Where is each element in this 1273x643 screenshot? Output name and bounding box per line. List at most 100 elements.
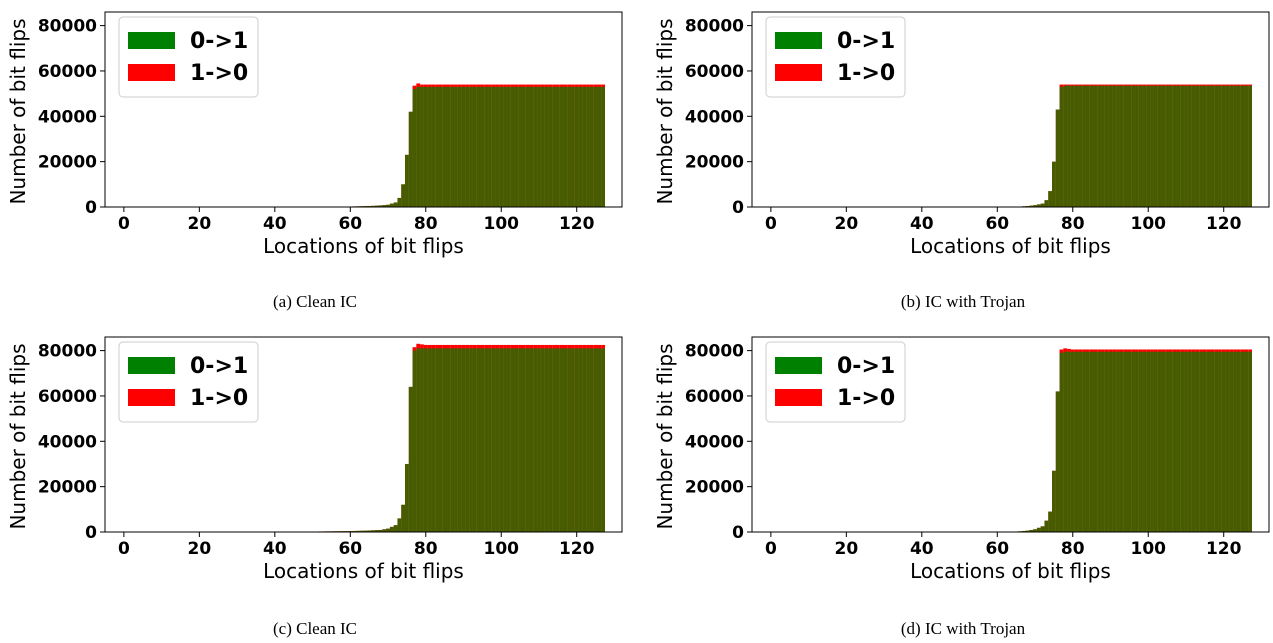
bar-0to1 <box>457 348 462 532</box>
bar-0to1 <box>1029 529 1034 532</box>
bar-0to1 <box>552 86 556 207</box>
x-tick-label: 120 <box>1206 539 1242 559</box>
bar-0to1 <box>1202 351 1207 532</box>
bar-0to1 <box>593 348 598 532</box>
y-tick-label: 20000 <box>38 478 97 498</box>
x-tick-label: 100 <box>483 214 519 234</box>
x-tick-label: 60 <box>985 214 1009 234</box>
bar-0to1 <box>510 86 515 207</box>
plot-frame <box>751 336 1270 533</box>
bar-0to1 <box>408 111 413 207</box>
bar-0to1 <box>1150 351 1154 532</box>
x-tick-label: 80 <box>414 214 438 234</box>
bar-0to1 <box>1180 351 1185 532</box>
bar-0to1 <box>582 348 587 532</box>
y-tick-label: 0 <box>732 198 744 218</box>
bar-0to1 <box>1101 351 1105 532</box>
bar-0to1 <box>1206 85 1211 207</box>
bar-0to1 <box>1131 85 1136 207</box>
bar-0to1 <box>1067 85 1071 207</box>
legend-swatch-0to1 <box>128 32 175 49</box>
bar-0to1 <box>371 530 375 532</box>
bar-0to1 <box>431 348 436 532</box>
bar-0to1 <box>1097 351 1102 532</box>
bar-0to1 <box>563 348 568 532</box>
bar-0to1 <box>1157 85 1162 207</box>
bar-0to1 <box>1172 351 1177 532</box>
y-tick-label: 20000 <box>685 153 744 173</box>
bar-0to1 <box>586 348 590 532</box>
x-axis-label: Locations of bit flips <box>263 234 464 258</box>
bar-0to1 <box>401 504 406 532</box>
bar-0to1 <box>1146 85 1151 207</box>
bar-0to1 <box>450 86 455 207</box>
bar-0to1 <box>1044 200 1049 207</box>
caption-a: (a) Clean IC <box>273 292 357 311</box>
bar-0to1 <box>586 86 590 207</box>
bar-0to1 <box>1172 85 1177 207</box>
bar-0to1 <box>1059 86 1064 207</box>
bar-0to1 <box>1248 85 1253 207</box>
bar-0to1 <box>438 348 443 532</box>
bar-0to1 <box>1218 351 1222 532</box>
bar-0to1 <box>1236 351 1241 532</box>
caption-d: (d) IC with Trojan <box>901 619 1026 638</box>
bar-0to1 <box>1184 351 1188 532</box>
y-tick-label: 0 <box>85 198 97 218</box>
bar-0to1 <box>1244 85 1249 207</box>
legend-swatch-1to0 <box>128 389 175 406</box>
bar-0to1 <box>1052 161 1056 207</box>
bar-0to1 <box>540 348 545 532</box>
bar-0to1 <box>582 86 587 207</box>
bar-0to1 <box>540 86 545 207</box>
bar-0to1 <box>1127 85 1132 207</box>
bar-0to1 <box>552 348 556 532</box>
x-tick-label: 0 <box>118 214 130 234</box>
bar-0to1 <box>1040 526 1045 532</box>
bar-0to1 <box>472 348 477 532</box>
bar-0to1 <box>480 86 485 207</box>
legend-swatch-0to1 <box>775 357 822 374</box>
y-tick-label: 40000 <box>38 432 97 452</box>
bar-0to1 <box>518 348 522 532</box>
bar-0to1 <box>597 86 602 207</box>
y-tick-label: 40000 <box>685 107 744 127</box>
legend-swatch-0to1 <box>128 357 175 374</box>
x-tick-label: 80 <box>1061 214 1085 234</box>
panel-d: 0 20 40 60 80 100 120 0 20000 40000 60000 80000 Loca… <box>653 336 1270 638</box>
bar-0to1 <box>431 86 436 207</box>
bar-0to1 <box>578 86 583 207</box>
bar-0to1 <box>1074 351 1079 532</box>
x-tick-label: 100 <box>1130 539 1166 559</box>
x-tick-label: 20 <box>188 539 212 559</box>
y-tick-label: 60000 <box>38 387 97 407</box>
bar-0to1 <box>412 89 417 207</box>
bar-0to1 <box>1078 351 1083 532</box>
bar-0to1 <box>1233 85 1237 207</box>
bar-0to1 <box>435 86 439 207</box>
bar-0to1 <box>544 348 549 532</box>
bar-0to1 <box>1202 85 1207 207</box>
bar-0to1 <box>1135 85 1139 207</box>
bar-0to1 <box>597 348 602 532</box>
bar-0to1 <box>1063 351 1068 532</box>
bar-0to1 <box>1221 351 1226 532</box>
bar-0to1 <box>488 86 492 207</box>
plot-frame <box>104 11 623 208</box>
plot-b: 0 20 40 60 80 100 120 0 20000 40000 60000 80000 Loca… <box>653 11 1270 258</box>
bar-0to1 <box>1187 85 1192 207</box>
bar-0to1 <box>1059 352 1064 532</box>
bar-0to1 <box>514 348 519 532</box>
bar-0to1 <box>454 86 458 207</box>
bar-0to1 <box>1214 351 1219 532</box>
x-tick-label: 40 <box>263 539 287 559</box>
bar-0to1 <box>1048 191 1053 207</box>
bar-0to1 <box>1240 85 1245 207</box>
bar-0to1 <box>1229 351 1234 532</box>
bar-0to1 <box>567 86 572 207</box>
bar-0to1 <box>393 525 398 532</box>
bar-0to1 <box>1165 351 1169 532</box>
bar-0to1 <box>529 348 534 532</box>
bar-0to1 <box>1169 85 1173 207</box>
x-tick-label: 0 <box>765 539 777 559</box>
